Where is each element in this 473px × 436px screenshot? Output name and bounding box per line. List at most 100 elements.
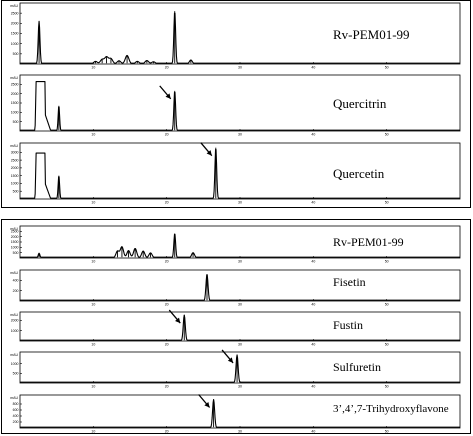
x-tick-label: 20 — [165, 260, 169, 264]
x-tick-label: 10 — [91, 133, 95, 137]
x-tick-label: 20 — [165, 303, 169, 307]
chromatogram-panel: mAU 500 1000 1500 2000 2500 10 20 30 40 50 — [10, 74, 461, 137]
pointer-arrow — [198, 394, 211, 408]
y-unit-label: mAU — [10, 396, 18, 400]
plot-frame — [19, 74, 461, 132]
y-tick-label: 3000 — [11, 151, 19, 155]
y-tick-label: 2000 — [11, 318, 19, 322]
y-tick-label: 1000 — [11, 182, 19, 186]
y-tick-label: 800 — [13, 402, 19, 406]
x-tick-label: 20 — [165, 385, 169, 389]
x-tick-label: 50 — [385, 343, 389, 347]
y-tick-label: 200 — [13, 289, 19, 293]
plot-frame — [19, 269, 461, 302]
chromatogram-trace — [19, 12, 461, 64]
x-tick-label: 40 — [311, 66, 315, 70]
y-unit-label: mAU — [10, 4, 18, 8]
x-tick-label: 10 — [91, 303, 95, 307]
y-tick-label: 400 — [13, 279, 19, 283]
compound-label: 3’,4’,7-Trihydroxyflavone — [333, 402, 449, 415]
x-tick-label: 50 — [385, 260, 389, 264]
x-tick-label: 10 — [91, 201, 95, 205]
y-unit-label: mAU — [10, 353, 18, 357]
y-tick-label: 2000 — [11, 235, 19, 239]
chromatogram-panel: mAU 500 1000 1500 2000 2500 3000 10 20 30 40 50 — [10, 142, 461, 205]
x-tick-label: 50 — [385, 385, 389, 389]
chromatogram-svg: mAU 200 400 600 800 10 20 30 40 50 — [10, 394, 461, 434]
x-tick-label: 10 — [91, 385, 95, 389]
pointer-arrow — [159, 85, 172, 100]
y-tick-label: 1000 — [11, 246, 19, 250]
chromatogram-trace — [19, 314, 461, 341]
x-tick-label: 30 — [238, 201, 242, 205]
x-tick-label: 40 — [311, 260, 315, 264]
chromatogram-svg: mAU 500 1000 10 20 30 40 50 — [10, 349, 461, 389]
x-tick-label: 50 — [385, 201, 389, 205]
y-tick-label: 200 — [13, 420, 19, 424]
bottom-chromatogram-group — [1, 219, 471, 434]
x-tick-label: 40 — [311, 201, 315, 205]
y-tick-label: 1000 — [11, 329, 19, 333]
y-tick-label: 500 — [13, 251, 19, 255]
x-tick-label: 30 — [238, 133, 242, 137]
x-tick-label: 20 — [165, 430, 169, 434]
y-tick-label: 2500 — [11, 11, 19, 15]
y-tick-label: 1000 — [11, 362, 19, 366]
y-tick-label: 1500 — [11, 101, 19, 105]
y-tick-label: 500 — [13, 120, 19, 124]
y-unit-label: mAU — [10, 227, 18, 231]
x-tick-label: 30 — [238, 385, 242, 389]
x-tick-label: 30 — [238, 303, 242, 307]
chromatogram-trace — [19, 233, 461, 258]
x-tick-label: 20 — [165, 133, 169, 137]
y-tick-label: 2500 — [11, 158, 19, 162]
compound-label: Quercitrin — [333, 95, 387, 111]
x-tick-label: 40 — [311, 133, 315, 137]
x-tick-label: 20 — [165, 343, 169, 347]
y-tick-label: 1000 — [11, 111, 19, 115]
y-tick-label: 500 — [13, 372, 19, 376]
x-tick-label: 10 — [91, 430, 95, 434]
chromatogram-panel: mAU 500 1000 10 20 30 40 50 — [10, 349, 461, 389]
y-tick-label: 2500 — [11, 230, 19, 234]
chromatogram-trace — [19, 80, 461, 131]
compound-label: Rv-PEM01-99 — [333, 235, 404, 249]
chromatogram-svg: mAU 200 400 10 20 30 40 50 — [10, 269, 461, 307]
chromatogram-trace — [19, 274, 461, 301]
chromatogram-panel: mAU 200 400 600 800 10 20 30 40 50 — [10, 394, 461, 434]
x-tick-label: 30 — [238, 66, 242, 70]
x-tick-label: 30 — [238, 430, 242, 434]
y-unit-label: mAU — [10, 313, 18, 317]
y-unit-label: mAU — [10, 144, 18, 148]
y-tick-label: 2000 — [11, 22, 19, 26]
x-tick-label: 10 — [91, 66, 95, 70]
y-tick-label: 500 — [13, 189, 19, 193]
y-tick-label: 1500 — [11, 32, 19, 36]
y-tick-label: 1500 — [11, 240, 19, 244]
chromatogram-trace — [19, 354, 461, 383]
chromatogram-panel: mAU 500 1000 1500 2000 2500 10 20 30 40 50 — [10, 2, 461, 70]
plot-frame — [19, 142, 461, 200]
y-tick-label: 500 — [13, 52, 19, 56]
y-tick-label: 2500 — [11, 83, 19, 87]
x-tick-label: 20 — [165, 66, 169, 70]
y-tick-label: 600 — [13, 408, 19, 412]
y-tick-label: 2000 — [11, 166, 19, 170]
pointer-arrow — [168, 309, 181, 324]
chromatogram-trace — [19, 149, 461, 199]
x-tick-label: 10 — [91, 343, 95, 347]
compound-label: Quercetin — [333, 165, 385, 181]
chromatogram-trace — [19, 398, 461, 428]
top-chromatogram-group — [1, 0, 471, 208]
x-tick-label: 50 — [385, 303, 389, 307]
chromatogram-panel: mAU 500 1000 1500 2000 2500 10 20 30 40 50 — [10, 225, 461, 264]
x-tick-label: 10 — [91, 260, 95, 264]
chromatogram-svg: mAU 1000 2000 10 20 30 40 50 — [10, 309, 461, 347]
chromatogram-svg: mAU 500 1000 1500 2000 2500 3000 10 20 30 40 50 — [10, 142, 461, 205]
compound-label: Sulfuretin — [333, 360, 381, 374]
x-tick-label: 30 — [238, 343, 242, 347]
x-tick-label: 40 — [311, 430, 315, 434]
